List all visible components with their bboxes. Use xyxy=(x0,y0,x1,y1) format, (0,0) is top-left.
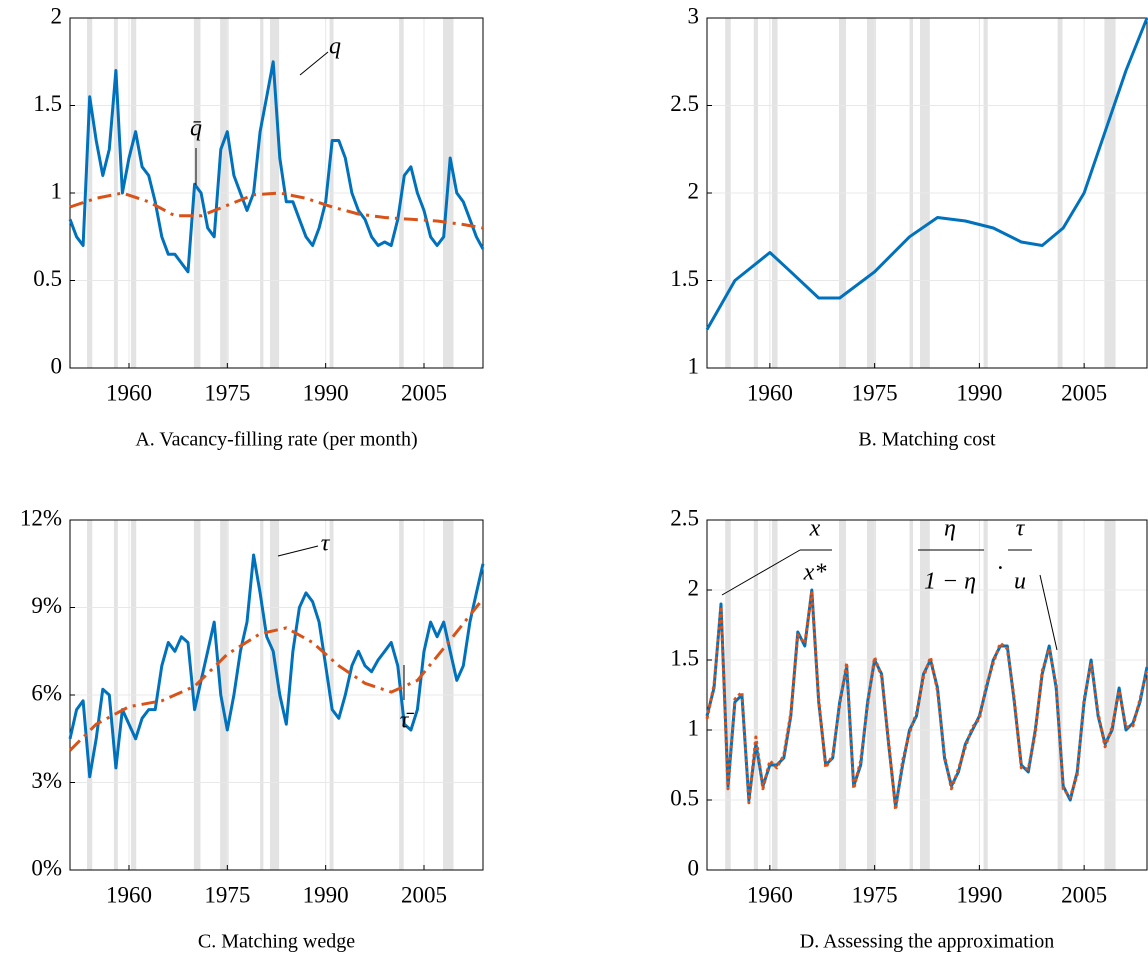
annotation: η xyxy=(944,516,956,542)
panel-title: B. Matching cost xyxy=(858,429,996,451)
x-tick-label: 1960 xyxy=(106,380,152,405)
x-tick-label: 1975 xyxy=(204,882,250,907)
x-tick-label: 1960 xyxy=(747,380,793,405)
y-tick-label: 1 xyxy=(688,715,700,740)
annotation: τ xyxy=(321,531,331,557)
series-line xyxy=(68,597,485,752)
x-tick-label: 1960 xyxy=(106,882,152,907)
recession-shading xyxy=(909,520,914,870)
y-tick-label: 1 xyxy=(688,353,700,378)
plot-frame xyxy=(69,17,484,369)
x-tick-label: 1960 xyxy=(747,882,793,907)
annotation: x* xyxy=(803,560,827,586)
annotation-leader xyxy=(721,549,801,596)
annotation: τ xyxy=(1016,516,1026,542)
y-tick-label: 6% xyxy=(31,680,62,705)
y-tick-label: 3 xyxy=(688,3,700,28)
y-tick-label: 12% xyxy=(20,505,62,530)
y-tick-label: 9% xyxy=(31,593,62,618)
y-tick-label: 1.5 xyxy=(33,91,62,116)
annotation: x xyxy=(809,516,821,542)
annotation: 1 − η xyxy=(924,569,976,595)
plot-frame xyxy=(69,519,484,871)
y-tick-label: 3% xyxy=(31,768,62,793)
panel: 0 0.5 1 1.5 2 1960 1975 1990 2005 q q̄ A. Vacancy-f… xyxy=(33,3,485,451)
y-tick-label: 2 xyxy=(688,178,700,203)
annotation-leader xyxy=(299,51,329,76)
recession-shading xyxy=(1057,520,1063,870)
annotation: u xyxy=(1014,569,1026,595)
y-tick-label: 2 xyxy=(688,575,700,600)
series-line xyxy=(705,17,1148,331)
annotation: q̄ xyxy=(190,116,202,142)
y-tick-label: 0.5 xyxy=(670,785,699,810)
recession-shading xyxy=(771,520,778,870)
x-tick-label: 2005 xyxy=(1061,882,1107,907)
annotation: · xyxy=(997,556,1003,582)
y-tick-label: 1.5 xyxy=(670,645,699,670)
panel-title: C. Matching wedge xyxy=(198,931,355,953)
recession-shading xyxy=(725,520,731,870)
recession-shading xyxy=(1104,520,1116,870)
x-tick-label: 1990 xyxy=(956,882,1002,907)
y-tick-label: 2 xyxy=(51,3,63,28)
y-tick-label: 0 xyxy=(688,855,700,880)
recession-shading xyxy=(866,520,877,870)
panel-title: A. Vacancy-filling rate (per month) xyxy=(135,429,417,451)
y-tick-label: 1 xyxy=(51,178,63,203)
y-tick-label: 0 xyxy=(51,353,63,378)
panel: 1 1.5 2 2.5 3 1960 1975 1990 2005 B. Matching cos… xyxy=(670,3,1148,451)
x-tick-label: 1975 xyxy=(204,380,250,405)
panel: 0 0.5 1 1.5 2 2.5 1960 1975 1990 2005 x x* η 1 − η · τ u… xyxy=(670,505,1148,953)
x-tick-label: 2005 xyxy=(401,882,447,907)
y-tick-label: 0% xyxy=(31,855,62,880)
recession-shading xyxy=(920,520,930,870)
annotation: q xyxy=(329,34,341,60)
panel-title: D. Assessing the approximation xyxy=(800,931,1054,953)
series-line xyxy=(68,553,485,779)
annotation-leader xyxy=(1039,574,1058,651)
y-tick-label: 2.5 xyxy=(670,91,699,116)
x-tick-label: 1990 xyxy=(303,380,349,405)
y-tick-label: 0.5 xyxy=(33,266,62,291)
y-tick-label: 1.5 xyxy=(670,266,699,291)
plot-frame xyxy=(706,519,1148,871)
x-tick-label: 1990 xyxy=(303,882,349,907)
x-tick-label: 2005 xyxy=(1061,380,1107,405)
series-line xyxy=(68,60,485,274)
plot-frame xyxy=(706,17,1148,369)
series-line xyxy=(705,591,1148,812)
x-tick-label: 2005 xyxy=(401,380,447,405)
x-tick-label: 1975 xyxy=(852,882,898,907)
annotation-leader xyxy=(277,545,319,557)
y-tick-label: 2.5 xyxy=(670,505,699,530)
x-tick-label: 1975 xyxy=(852,380,898,405)
x-tick-label: 1990 xyxy=(956,380,1002,405)
recession-shading xyxy=(753,520,758,870)
